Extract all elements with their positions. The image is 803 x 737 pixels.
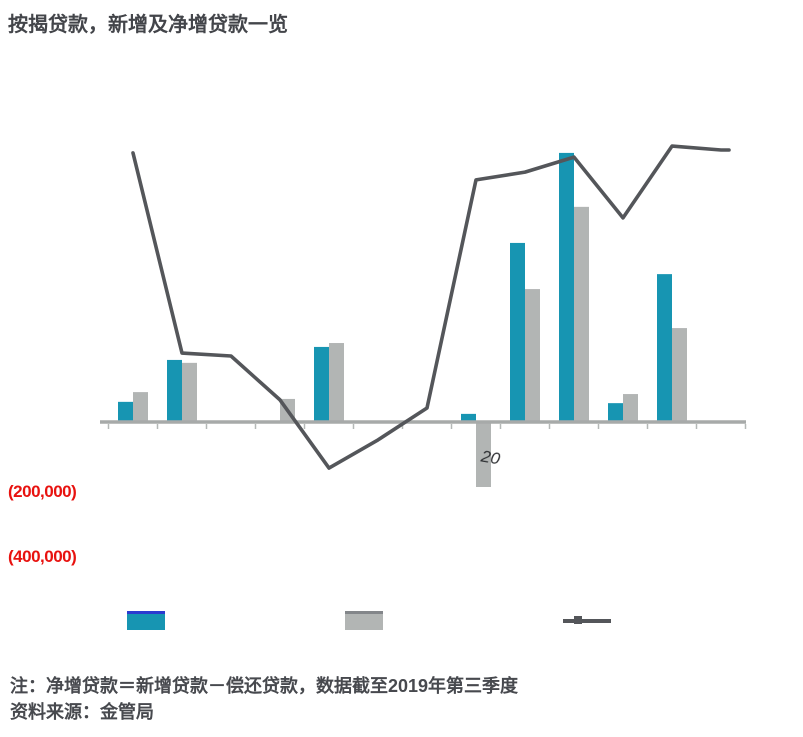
bar-teal-cat9: [510, 242, 525, 422]
bar-gray-cat8: [476, 422, 491, 487]
bar-gray-cat2: [182, 362, 197, 422]
legend-swatch-teal-bar: [127, 611, 165, 630]
bar-gray-cat5: [329, 343, 344, 422]
bar-teal-cat2: [167, 359, 182, 422]
bar-gray-cat1: [133, 392, 148, 422]
legend-line-marker: [574, 616, 582, 624]
bar-gray-cat12: [672, 328, 687, 422]
chart-title: 按揭贷款，新增及净增贷款一览: [8, 14, 288, 36]
bar-teal-cat5: [314, 346, 329, 422]
y-axis-label-negative-200000: (200,000): [8, 482, 77, 501]
bar-gray-cat9: [525, 289, 540, 422]
footnote-line-2: 资料来源：金管局: [10, 702, 154, 722]
bar-teal-cat11: [608, 403, 623, 422]
y-axis-label-negative-400000: (400,000): [8, 547, 77, 566]
bar-gray-cat11: [623, 394, 638, 422]
bar-gray-cat10: [574, 206, 589, 422]
bar-teal-cat12: [657, 274, 672, 422]
footnote-line-1: 注：净增贷款＝新增贷款－偿还贷款，数据截至2019年第三季度: [10, 676, 519, 696]
legend-swatch-line: [563, 619, 611, 623]
bar-teal-cat10: [559, 152, 574, 422]
bar-teal-cat8: [461, 413, 476, 422]
bar-teal-cat1: [118, 401, 133, 422]
legend-swatch-gray-bar: [345, 611, 383, 630]
x-axis-partial-label: 20: [479, 446, 502, 469]
line-series: [131, 144, 731, 470]
